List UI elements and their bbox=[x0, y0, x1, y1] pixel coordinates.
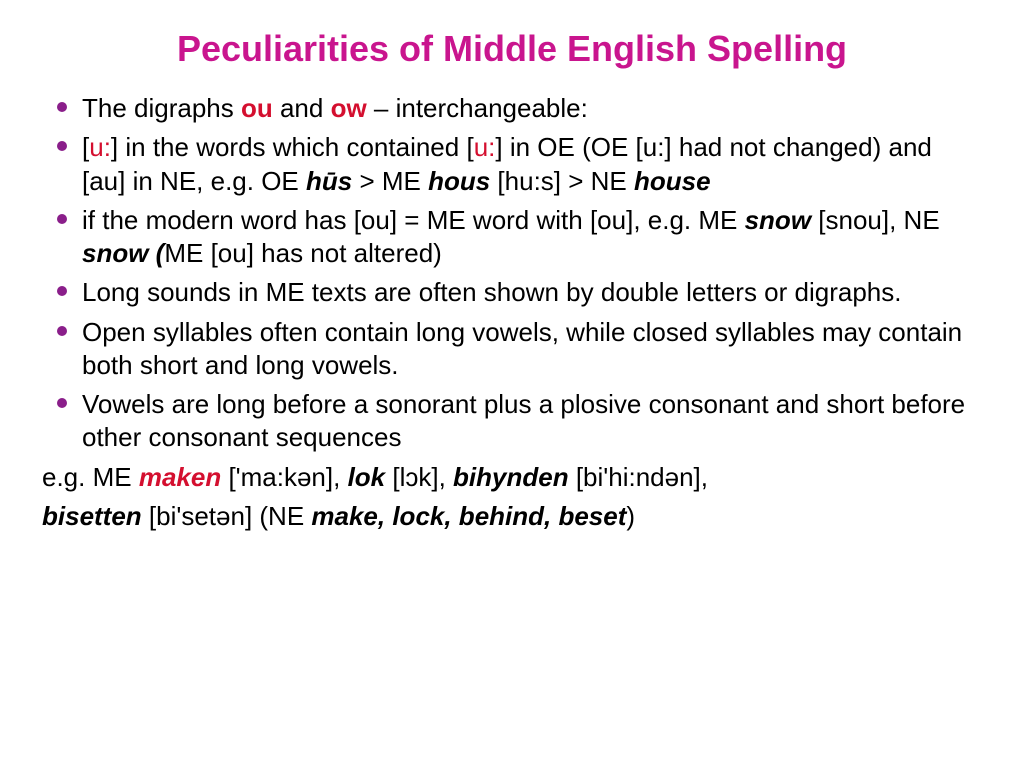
bullet-item-5: Open syllables often contain long vowels… bbox=[42, 316, 982, 383]
term-snow2: snow ( bbox=[82, 238, 164, 268]
bullet-icon bbox=[42, 204, 82, 224]
bullet-icon bbox=[42, 388, 82, 408]
accent-ow: ow bbox=[331, 93, 367, 123]
bullet-item-4: Long sounds in ME texts are often shown … bbox=[42, 276, 982, 309]
slide: Peculiarities of Middle English Spelling… bbox=[0, 0, 1024, 768]
term-ne-words: make, lock, behind, beset bbox=[311, 501, 626, 531]
slide-title: Peculiarities of Middle English Spelling bbox=[42, 28, 982, 70]
plain-line-2: bisetten [bi'setən] (NE make, lock, behi… bbox=[42, 500, 982, 533]
bullet-item-3: if the modern word has [ou] = ME word wi… bbox=[42, 204, 982, 271]
bullet-text: [u:] in the words which contained [u:] i… bbox=[82, 131, 982, 198]
accent-u1: u: bbox=[89, 132, 111, 162]
bullet-icon bbox=[42, 276, 82, 296]
term-maken: maken bbox=[139, 462, 221, 492]
term-hous: hous bbox=[428, 166, 490, 196]
bullet-item-2: [u:] in the words which contained [u:] i… bbox=[42, 131, 982, 198]
slide-body: The digraphs ou and ow – interchangeable… bbox=[42, 92, 982, 533]
bullet-icon bbox=[42, 131, 82, 151]
bullet-text: Vowels are long before a sonorant plus a… bbox=[82, 388, 982, 455]
term-bisetten: bisetten bbox=[42, 501, 142, 531]
bullet-icon bbox=[42, 92, 82, 112]
bullet-icon bbox=[42, 316, 82, 336]
term-house: house bbox=[634, 166, 711, 196]
accent-u2: u: bbox=[474, 132, 496, 162]
bullet-item-6: Vowels are long before a sonorant plus a… bbox=[42, 388, 982, 455]
bullet-item-1: The digraphs ou and ow – interchangeable… bbox=[42, 92, 982, 125]
bullet-text: Long sounds in ME texts are often shown … bbox=[82, 276, 982, 309]
bullet-text: The digraphs ou and ow – interchangeable… bbox=[82, 92, 982, 125]
bullet-text: Open syllables often contain long vowels… bbox=[82, 316, 982, 383]
bullet-text: if the modern word has [ou] = ME word wi… bbox=[82, 204, 982, 271]
accent-ou: ou bbox=[241, 93, 273, 123]
plain-line-1: e.g. ME maken ['ma:kən], lok [lɔk], bihy… bbox=[42, 461, 982, 494]
term-hus: hūs bbox=[306, 166, 352, 196]
term-lok: lok bbox=[348, 462, 386, 492]
term-snow1: snow bbox=[745, 205, 811, 235]
term-bihynden: bihynden bbox=[453, 462, 569, 492]
